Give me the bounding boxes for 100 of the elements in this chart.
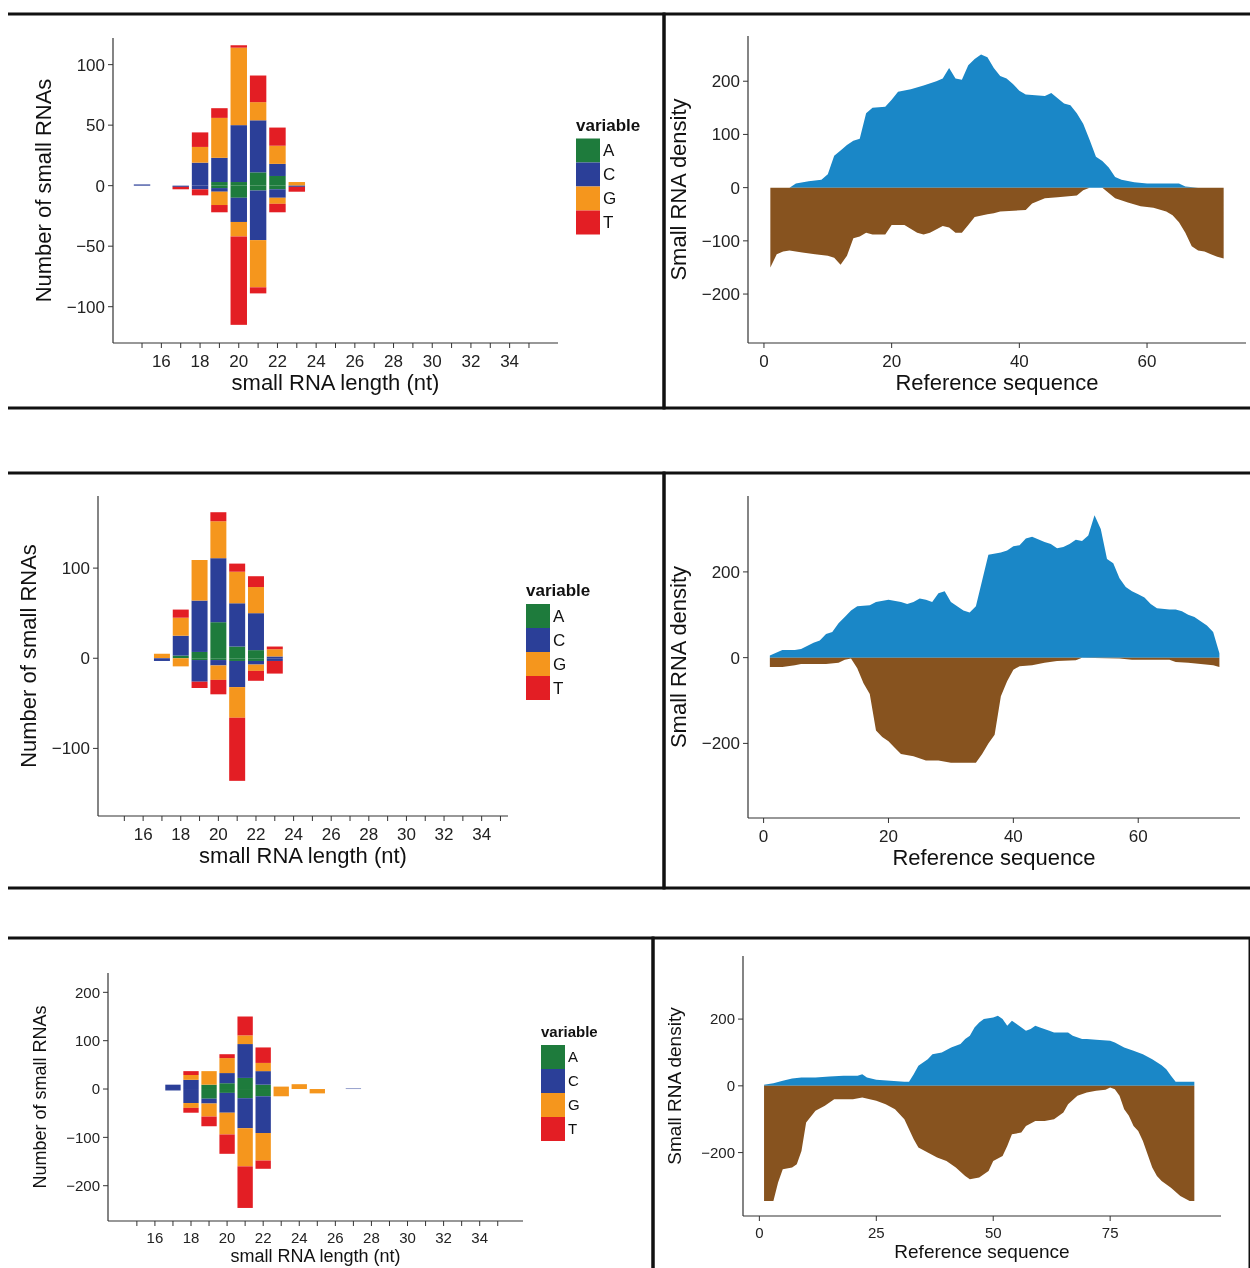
x-tick-label: 18 [171, 825, 191, 844]
bar [255, 1160, 271, 1169]
bar [219, 1073, 235, 1084]
bar [269, 163, 286, 176]
bar [191, 660, 208, 682]
x-tick-label: 24 [284, 825, 304, 844]
bar [237, 1035, 253, 1045]
bar [211, 205, 228, 213]
x-tick-label: 40 [1009, 352, 1029, 371]
y-tick-label: 0 [91, 1080, 100, 1098]
x-tick-label: 30 [396, 825, 416, 844]
bar [237, 1128, 253, 1167]
y-tick-label: −100 [66, 1128, 100, 1146]
x-tick-label: 16 [146, 1229, 164, 1246]
bar [191, 651, 208, 659]
bar [191, 681, 208, 688]
y-tick-label: 0 [730, 648, 740, 668]
bar [211, 117, 228, 158]
x-tick-label: 18 [182, 1229, 200, 1246]
bar [255, 1089, 271, 1097]
x-tick-label: 22 [268, 352, 287, 371]
y-tick-label: 200 [74, 983, 100, 1001]
x-axis-title: Reference sequence [895, 370, 1099, 395]
bar [269, 175, 286, 186]
x-tick-label: 40 [1003, 827, 1023, 846]
x-tick-label: 30 [422, 352, 442, 371]
legend-label: A [553, 606, 565, 626]
bar [230, 185, 247, 198]
bar [183, 1103, 199, 1108]
bar [165, 1084, 181, 1090]
legend-title: variable [541, 1023, 598, 1040]
bar [247, 650, 264, 659]
bar [201, 1089, 217, 1099]
legend-label: A [603, 141, 615, 161]
x-axis-title: small RNA length (nt) [199, 843, 407, 868]
y-tick-label: −50 [76, 237, 105, 257]
y-tick-label: 0 [726, 1077, 735, 1095]
x-tick-label: 22 [254, 1229, 272, 1246]
y-tick-label: 200 [709, 1010, 735, 1028]
bar [219, 1054, 235, 1059]
y-axis-title: Small RNA density [666, 98, 691, 281]
y-tick-label: −100 [51, 739, 90, 759]
bar [191, 162, 209, 186]
x-tick-label: 20 [229, 352, 249, 371]
y-tick-label: 0 [80, 649, 90, 669]
bar [273, 1089, 289, 1097]
y-tick-label: −200 [66, 1176, 100, 1194]
bar [255, 1071, 271, 1085]
bar [229, 717, 246, 781]
bar [211, 157, 228, 183]
x-tick-label: 60 [1128, 827, 1148, 846]
bar [219, 1083, 235, 1090]
x-tick-label: 32 [461, 352, 481, 371]
bar [269, 197, 286, 204]
bar [255, 1096, 271, 1134]
x-tick-label: 28 [359, 825, 379, 844]
bar [201, 1116, 217, 1127]
bar [229, 563, 246, 572]
x-tick-label: 16 [151, 352, 171, 371]
x-tick-label: 34 [500, 352, 520, 371]
bar [219, 1092, 235, 1113]
bar [269, 127, 286, 146]
x-tick-label: 32 [435, 1229, 452, 1246]
bar [230, 45, 247, 48]
bar [237, 1016, 253, 1036]
bar [255, 1062, 271, 1072]
x-tick-label: 0 [759, 352, 769, 371]
bar [210, 660, 227, 666]
bar [210, 622, 227, 659]
bar [269, 203, 286, 213]
x-tick-label: 50 [984, 1224, 1002, 1241]
bar [266, 649, 283, 657]
bar [266, 660, 283, 674]
y-tick-label: 100 [74, 1031, 100, 1049]
bar [249, 190, 267, 241]
x-axis-title: small RNA length (nt) [230, 1246, 401, 1266]
y-axis-title: Small RNA density [664, 1006, 685, 1165]
bar [249, 102, 267, 121]
x-tick-label: 26 [345, 352, 365, 371]
x-tick-label: 28 [384, 352, 403, 371]
bar [249, 240, 267, 288]
x-tick-label: 20 [882, 352, 902, 371]
legend-title: variable [576, 115, 641, 135]
bar [172, 635, 189, 656]
bar [237, 1044, 253, 1078]
x-tick-label: 30 [399, 1229, 416, 1246]
bar [247, 613, 264, 651]
bar [191, 189, 209, 196]
y-tick-label: −200 [701, 1143, 735, 1161]
bar [247, 664, 264, 671]
bar [219, 1112, 235, 1135]
bar [247, 660, 264, 665]
legend-label: G [568, 1096, 580, 1114]
bar [172, 658, 189, 667]
x-tick-label: 20 [208, 825, 228, 844]
legend-label: T [553, 678, 564, 698]
x-tick-label: 20 [879, 827, 898, 846]
bar [291, 1084, 307, 1090]
bar [191, 146, 209, 163]
bar [230, 197, 247, 222]
